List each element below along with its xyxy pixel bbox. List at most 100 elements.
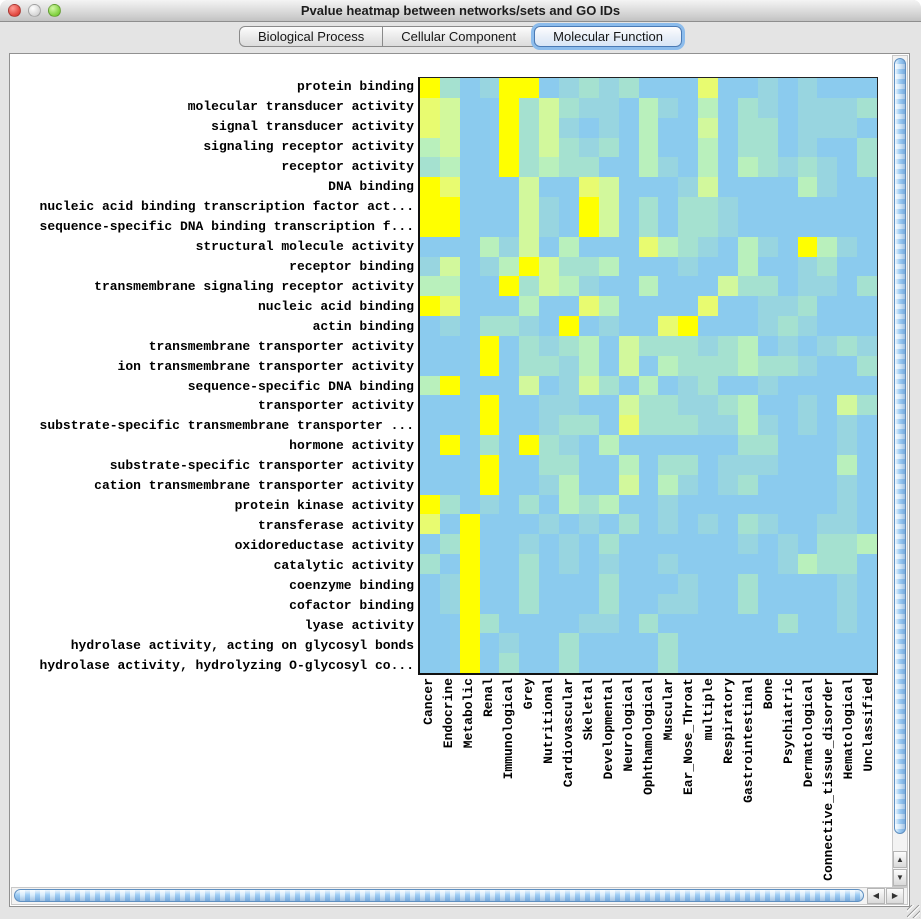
vertical-scrollbar[interactable]: ▲ ▼ [892,55,908,887]
heatmap-cell [559,613,579,634]
heatmap-cell [797,256,818,277]
heatmap-cell [439,653,460,673]
heatmap-cell [459,157,480,178]
heatmap-cell [837,435,858,455]
heatmap-cell [539,454,560,475]
heatmap-cell [539,395,560,416]
title-bar[interactable]: Pvalue heatmap between networks/sets and… [0,0,921,22]
heatmap-row-labels: protein binding molecular transducer acti… [10,77,416,675]
column-label-text: Ear_Nose_Throat [680,678,696,796]
column-label-text: Skeletal [580,678,596,741]
heatmap-cell [837,137,858,158]
heatmap-cell [837,593,858,614]
heatmap-cell [499,454,520,475]
heatmap-cell [757,355,778,376]
tab-molecular-function[interactable]: Molecular Function [534,26,682,47]
close-button[interactable] [8,4,21,17]
heatmap-cell [479,157,500,178]
column-label-text: Connective_tissue_disorder [820,678,836,881]
heatmap-cell [420,256,440,277]
heatmap-cell [479,494,500,515]
heatmap-cell [678,236,699,257]
heatmap-cell [539,256,560,277]
tab-cellular-component[interactable]: Cellular Component [382,26,536,47]
column-label: Connective_tissue_disorder [818,678,838,893]
heatmap-cell [737,296,758,316]
heatmap-cell [559,514,579,535]
heatmap-cell [817,355,838,376]
zoom-button[interactable] [48,4,61,17]
heatmap-cell [559,653,579,673]
heatmap-cell [479,534,500,554]
column-label-text: Renal [480,678,496,718]
heatmap-cell [459,633,480,654]
heatmap-cell [519,415,540,435]
vertical-scrollbar-thumb[interactable] [894,58,906,834]
heatmap-cell [638,653,659,673]
heatmap-cell [817,236,838,257]
heatmap-cell [539,177,560,197]
horizontal-scrollbar[interactable]: ◀ ▶ [11,887,908,905]
heatmap-cell [837,216,858,237]
heatmap-cell [698,157,719,178]
row-label: cofactor binding [289,597,414,613]
heatmap-cell [718,276,738,297]
heatmap-cell [718,395,738,416]
heatmap-cell [459,415,480,435]
heatmap-cell [658,117,679,138]
heatmap-cell [539,573,560,594]
heatmap-cell [857,593,877,614]
heatmap-cell [618,256,639,277]
heatmap-cell [499,514,520,535]
column-label-text: Dermatological [800,678,816,788]
heatmap-cell [678,335,699,356]
heatmap-cell [420,78,440,98]
heatmap-cell [777,613,798,634]
heatmap-cell [519,316,540,336]
row-label: protein binding [296,79,414,95]
heatmap-cell [857,395,877,416]
heatmap-cell [539,216,560,237]
heatmap-cell [837,534,858,554]
heatmap-cell [678,197,699,217]
resize-grip-icon[interactable] [907,905,920,918]
horizontal-scrollbar-thumb[interactable] [14,889,864,902]
heatmap-cell [519,216,540,237]
heatmap-cell [638,534,659,554]
heatmap-cell [817,197,838,217]
scroll-down-button[interactable]: ▼ [893,869,907,886]
heatmap-cell [479,375,500,396]
heatmap-cell [479,474,500,495]
heatmap-cell [479,316,500,336]
heatmap-cell [777,296,798,316]
heatmap-cell [479,633,500,654]
heatmap-cell [499,534,520,554]
heatmap-cell [698,514,719,535]
heatmap-cell [658,613,679,634]
scroll-left-button[interactable]: ◀ [867,888,885,904]
heatmap-cell [519,395,540,416]
heatmap-cell [757,534,778,554]
heatmap-cell [499,117,520,138]
heatmap-cell [539,236,560,257]
heatmap-cell [479,78,500,98]
heatmap-cell [598,137,619,158]
column-label-text: Nutritional [540,678,556,764]
down-arrow-icon: ▼ [896,872,904,882]
heatmap-cell [638,177,659,197]
heatmap-cell [439,474,460,495]
tab-biological-process[interactable]: Biological Process [239,26,384,47]
scroll-right-button[interactable]: ▶ [886,888,904,904]
heatmap-cell [499,375,520,396]
minimize-button[interactable] [28,4,41,17]
heatmap-cell [420,534,440,554]
heatmap-cell [598,276,619,297]
heatmap-cell [737,216,758,237]
heatmap-cell [420,197,440,217]
row-label: hydrolase activity, hydrolyzing O-glycos… [39,657,414,673]
heatmap-cell [459,593,480,614]
heatmap-cell [539,653,560,673]
heatmap-cell [857,435,877,455]
heatmap-cell [618,276,639,297]
scroll-up-button[interactable]: ▲ [893,851,907,868]
